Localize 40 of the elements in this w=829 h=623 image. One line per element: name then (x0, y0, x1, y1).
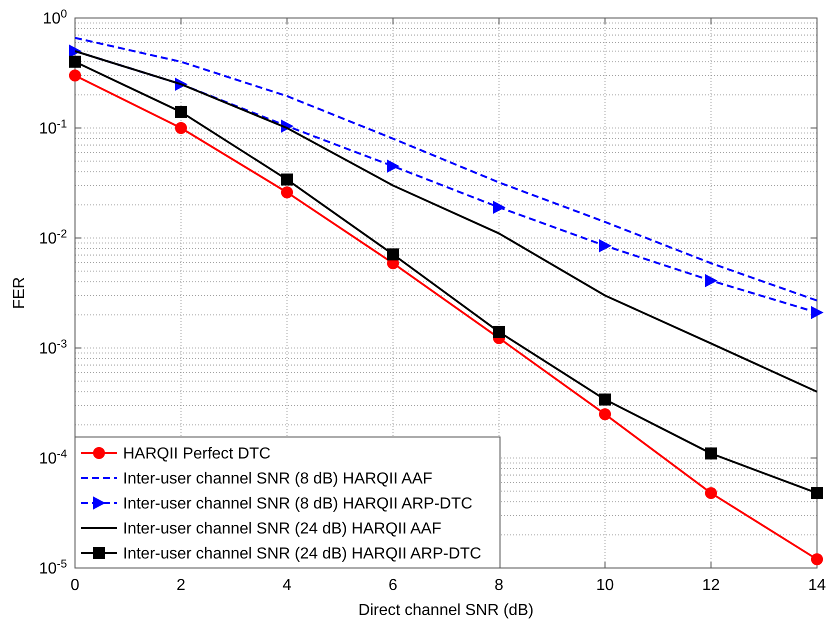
point (811, 553, 823, 566)
y-axis-title: FER (11, 277, 28, 309)
point (705, 447, 717, 460)
x-tick-label: 10 (596, 577, 614, 594)
point (705, 487, 717, 500)
point (175, 122, 187, 134)
x-tick-label: 2 (176, 577, 186, 594)
point (599, 394, 611, 406)
point (281, 174, 293, 186)
x-tick-label: 0 (70, 577, 80, 594)
y-tick-label: 10$^{-1}$ (38, 118, 67, 138)
x-tick-label: 12 (702, 577, 720, 594)
y-tick-label: 10$^{-2}$ (38, 228, 67, 248)
point (811, 306, 824, 320)
point (69, 56, 81, 68)
legend-label: Inter-user channel SNR (8 dB) HARQII AAF (123, 470, 433, 488)
legend-label: Inter-user channel SNR (24 dB) HARQII ARP-DTC (123, 546, 482, 563)
y-tick-label: 10$^{-4}$ (38, 448, 68, 468)
x-tick-label: 8 (494, 577, 504, 594)
point (599, 239, 612, 252)
y-tick-label: 10$^{-3}$ (38, 338, 67, 358)
point (69, 70, 81, 82)
point (387, 248, 399, 260)
point (387, 160, 400, 173)
legend-label: Inter-user channel SNR (24 dB) HARQII AAF (123, 520, 442, 538)
point (175, 106, 187, 118)
y-tick-label: 10$^{0}$ (42, 8, 67, 28)
legend-label: Inter-user channel SNR (8 dB) HARQII ARP-DTC (123, 496, 472, 513)
point (705, 274, 718, 288)
x-tick-label: 6 (388, 577, 398, 594)
x-tick-label: 4 (282, 577, 292, 594)
x-tick-label: 14 (808, 577, 826, 594)
point (493, 200, 506, 214)
y-tick-label: 10$^{-5}$ (38, 558, 67, 578)
point (493, 326, 505, 338)
legend-label: HARQII Perfect DTC (123, 446, 271, 463)
x-axis-title: Direct channel SNR (dB) (358, 602, 534, 619)
point (811, 487, 823, 500)
point (599, 408, 611, 420)
point (281, 186, 293, 198)
